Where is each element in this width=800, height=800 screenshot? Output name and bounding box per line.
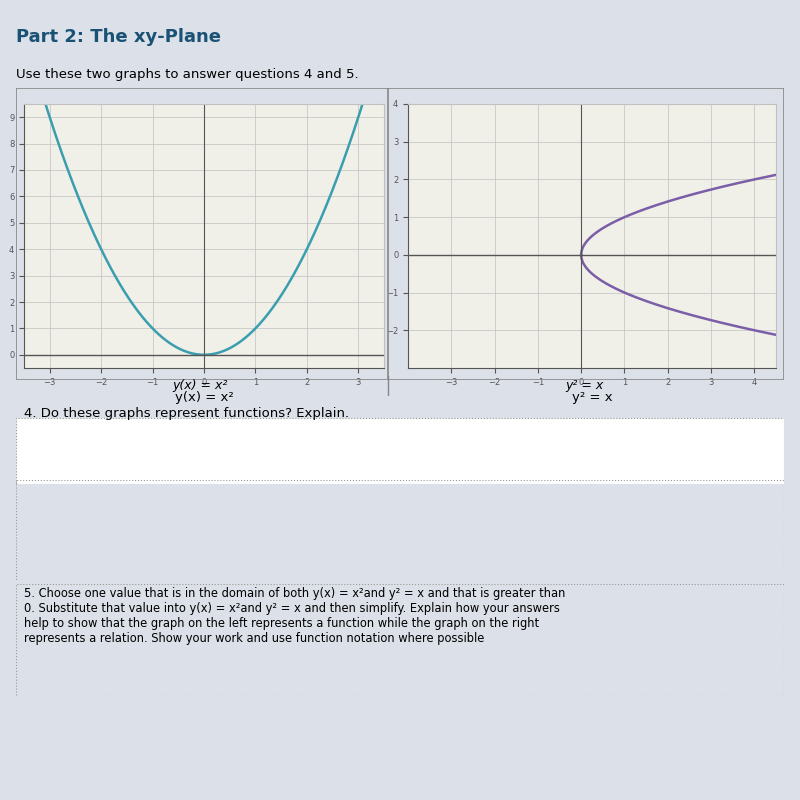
Text: 5. Choose one value that is in the domain of both y(x) = x²and y² = x and that i: 5. Choose one value that is in the domai… <box>24 587 565 646</box>
Text: Part 2: The xy-Plane: Part 2: The xy-Plane <box>16 28 221 46</box>
Text: y(x) = x²: y(x) = x² <box>173 379 228 393</box>
X-axis label: y² = x: y² = x <box>572 391 612 404</box>
X-axis label: y(x) = x²: y(x) = x² <box>174 391 234 404</box>
Text: Use these two graphs to answer questions 4 and 5.: Use these two graphs to answer questions… <box>16 68 358 81</box>
Text: y² = x: y² = x <box>565 379 603 393</box>
Text: 4. Do these graphs represent functions? Explain.: 4. Do these graphs represent functions? … <box>24 406 349 420</box>
Bar <box>16 418 784 484</box>
